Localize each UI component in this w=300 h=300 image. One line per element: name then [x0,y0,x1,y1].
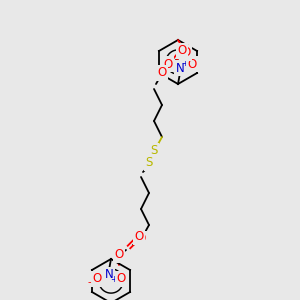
Text: +: + [111,274,117,284]
Text: O: O [177,44,187,58]
Text: O: O [188,58,196,70]
Text: O: O [114,248,124,262]
Text: O: O [134,230,144,244]
Text: O: O [116,272,126,286]
Text: +: + [182,59,188,68]
Text: O: O [164,58,172,70]
Text: O: O [92,272,102,286]
Text: O: O [182,46,190,59]
Text: S: S [145,157,153,169]
Text: -: - [159,61,163,71]
Text: O: O [158,67,166,80]
Text: N: N [176,61,184,74]
Text: N: N [105,268,113,281]
Text: -: - [87,277,91,287]
Text: S: S [150,145,158,158]
Text: O: O [136,232,146,245]
